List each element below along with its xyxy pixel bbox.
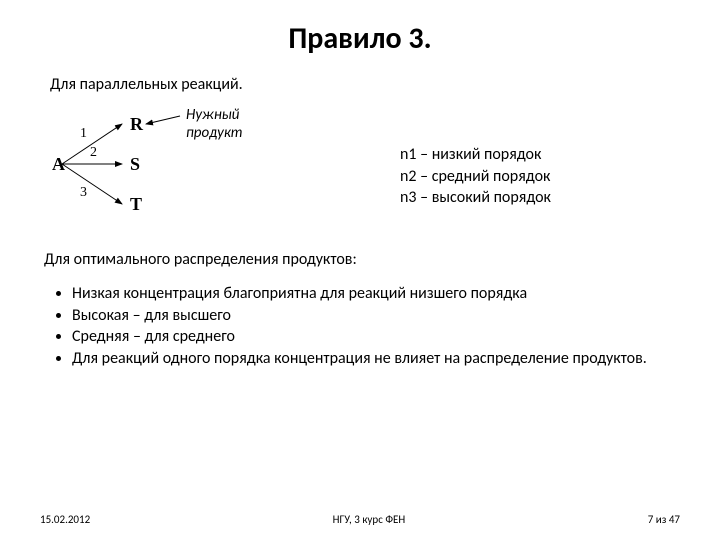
bullet-item: Для реакций одного порядка концентрация … <box>72 348 680 370</box>
reaction-diagram: 12 3A RST Нужный продукт <box>40 104 280 224</box>
section-title: Для оптимального распределения продуктов… <box>44 250 680 269</box>
slide: Правило 3. Для параллельных реакций. 12 3… <box>0 0 720 540</box>
footer-date: 15.02.2012 <box>40 513 90 526</box>
svg-text:3: 3 <box>80 185 87 200</box>
svg-text:2: 2 <box>90 145 97 160</box>
subtitle: Для параллельных реакций. <box>50 75 680 94</box>
footer-center: НГУ, 3 курс ФЕН <box>333 513 406 526</box>
svg-text:R: R <box>130 114 144 134</box>
footer: 15.02.2012 НГУ, 3 курс ФЕН 7 из 47 <box>0 513 720 526</box>
bullet-list: Низкая концентрация благоприятна для реа… <box>72 283 680 369</box>
svg-text:A: A <box>52 154 65 174</box>
svg-text:1: 1 <box>80 126 87 141</box>
bullet-item: Высокая – для высшего <box>72 305 680 327</box>
desired-product-label: Нужный продукт <box>186 106 280 142</box>
bullet-item: Средняя – для среднего <box>72 326 680 348</box>
orders-list: n1 – низкий порядок n2 – средний порядок… <box>400 144 551 209</box>
bullet-item: Низкая концентрация благоприятна для реа… <box>72 283 680 305</box>
page-title: Правило 3. <box>40 20 680 57</box>
svg-text:S: S <box>130 154 140 174</box>
svg-text:T: T <box>130 194 142 214</box>
footer-page: 7 из 47 <box>648 513 680 526</box>
content-row: 12 3A RST Нужный продукт n1 – низкий поряд… <box>40 104 680 224</box>
